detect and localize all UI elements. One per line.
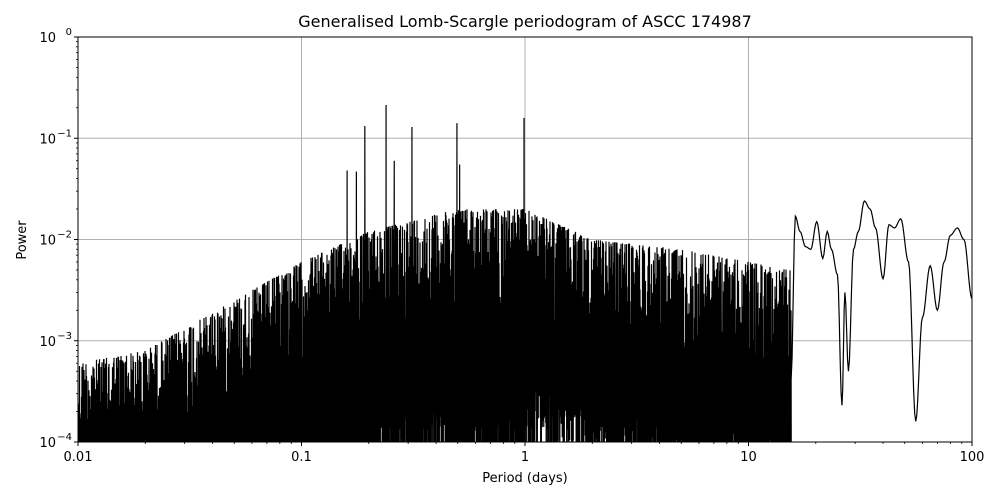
y-tick-label: 10 — [39, 436, 56, 451]
power-series-line — [78, 104, 972, 442]
y-tick-exponent: −4 — [57, 432, 72, 443]
y-tick-exponent: −1 — [57, 128, 72, 139]
y-tick-exponent: −2 — [57, 230, 72, 241]
y-tick-label: 10 — [39, 234, 56, 249]
y-tick-exponent: −3 — [57, 331, 72, 342]
chart-title: Generalised Lomb-Scargle periodogram of … — [298, 12, 752, 31]
plot-area — [78, 104, 972, 442]
y-tick-label: 10 — [39, 31, 56, 46]
y-axis-label: Power — [15, 220, 30, 260]
x-tick-label: 100 — [960, 450, 985, 465]
x-axis-label: Period (days) — [482, 471, 568, 486]
x-tick-label: 1 — [521, 450, 529, 465]
x-tick-label: 0.01 — [64, 450, 93, 465]
y-tick-label: 10 — [39, 132, 56, 147]
y-tick-exponent: 0 — [66, 27, 72, 38]
y-tick-label: 10 — [39, 335, 56, 350]
x-tick-label: 10 — [740, 450, 757, 465]
axis-ticks — [74, 36, 973, 446]
x-tick-label: 0.1 — [291, 450, 312, 465]
